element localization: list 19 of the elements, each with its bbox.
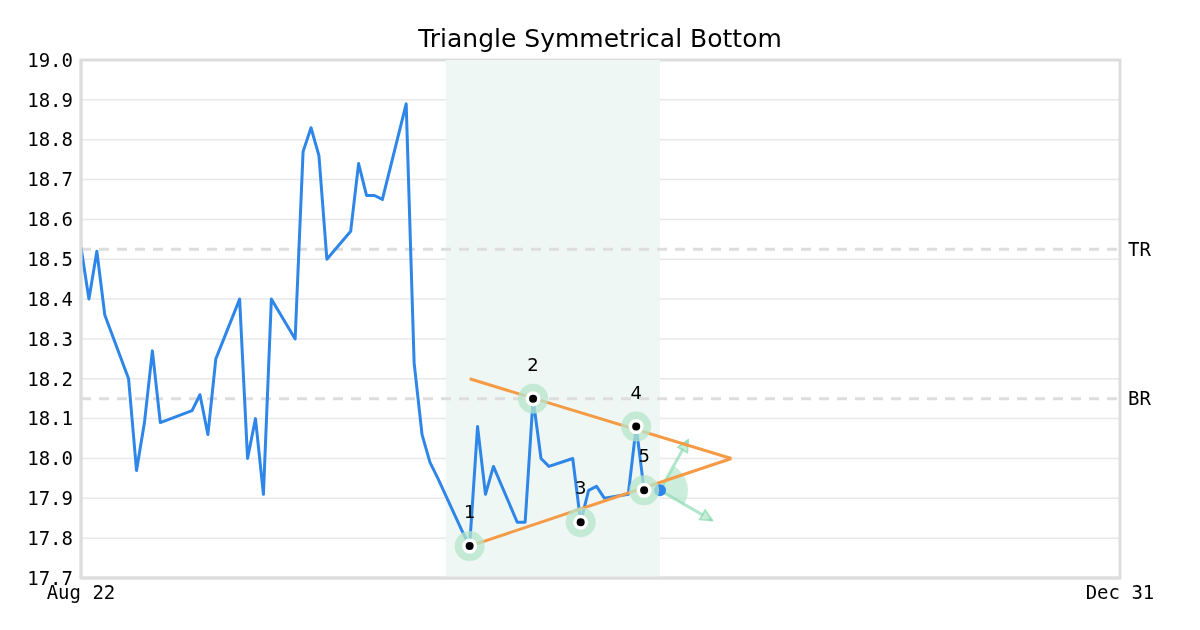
- ref-line-label: TR: [1128, 238, 1152, 261]
- y-tick-label: 18.6: [27, 208, 73, 231]
- y-tick-label: 18.7: [27, 168, 73, 191]
- y-tick-label: 19.0: [27, 48, 73, 71]
- ref-line-label: BR: [1128, 387, 1152, 410]
- annotation: 4: [629, 381, 643, 404]
- y-tick-label: 18.2: [27, 367, 73, 390]
- annotation: 2: [526, 353, 540, 376]
- y-tick-label: 18.9: [27, 88, 73, 111]
- y-tick-label: 18.5: [27, 247, 73, 270]
- y-tick-label: 17.9: [27, 487, 73, 510]
- y-tick-label: 17.8: [27, 526, 73, 549]
- y-tick-label: 18.8: [27, 128, 73, 151]
- chart-title: Triangle Symmetrical Bottom: [418, 24, 782, 53]
- y-tick-label: 18.4: [27, 287, 73, 310]
- y-tick-label: 18.1: [27, 407, 73, 430]
- y-tick-label: 18.0: [27, 447, 73, 470]
- y-tick-label: 18.3: [27, 327, 73, 350]
- x-tick-label: Dec 31: [1085, 581, 1155, 604]
